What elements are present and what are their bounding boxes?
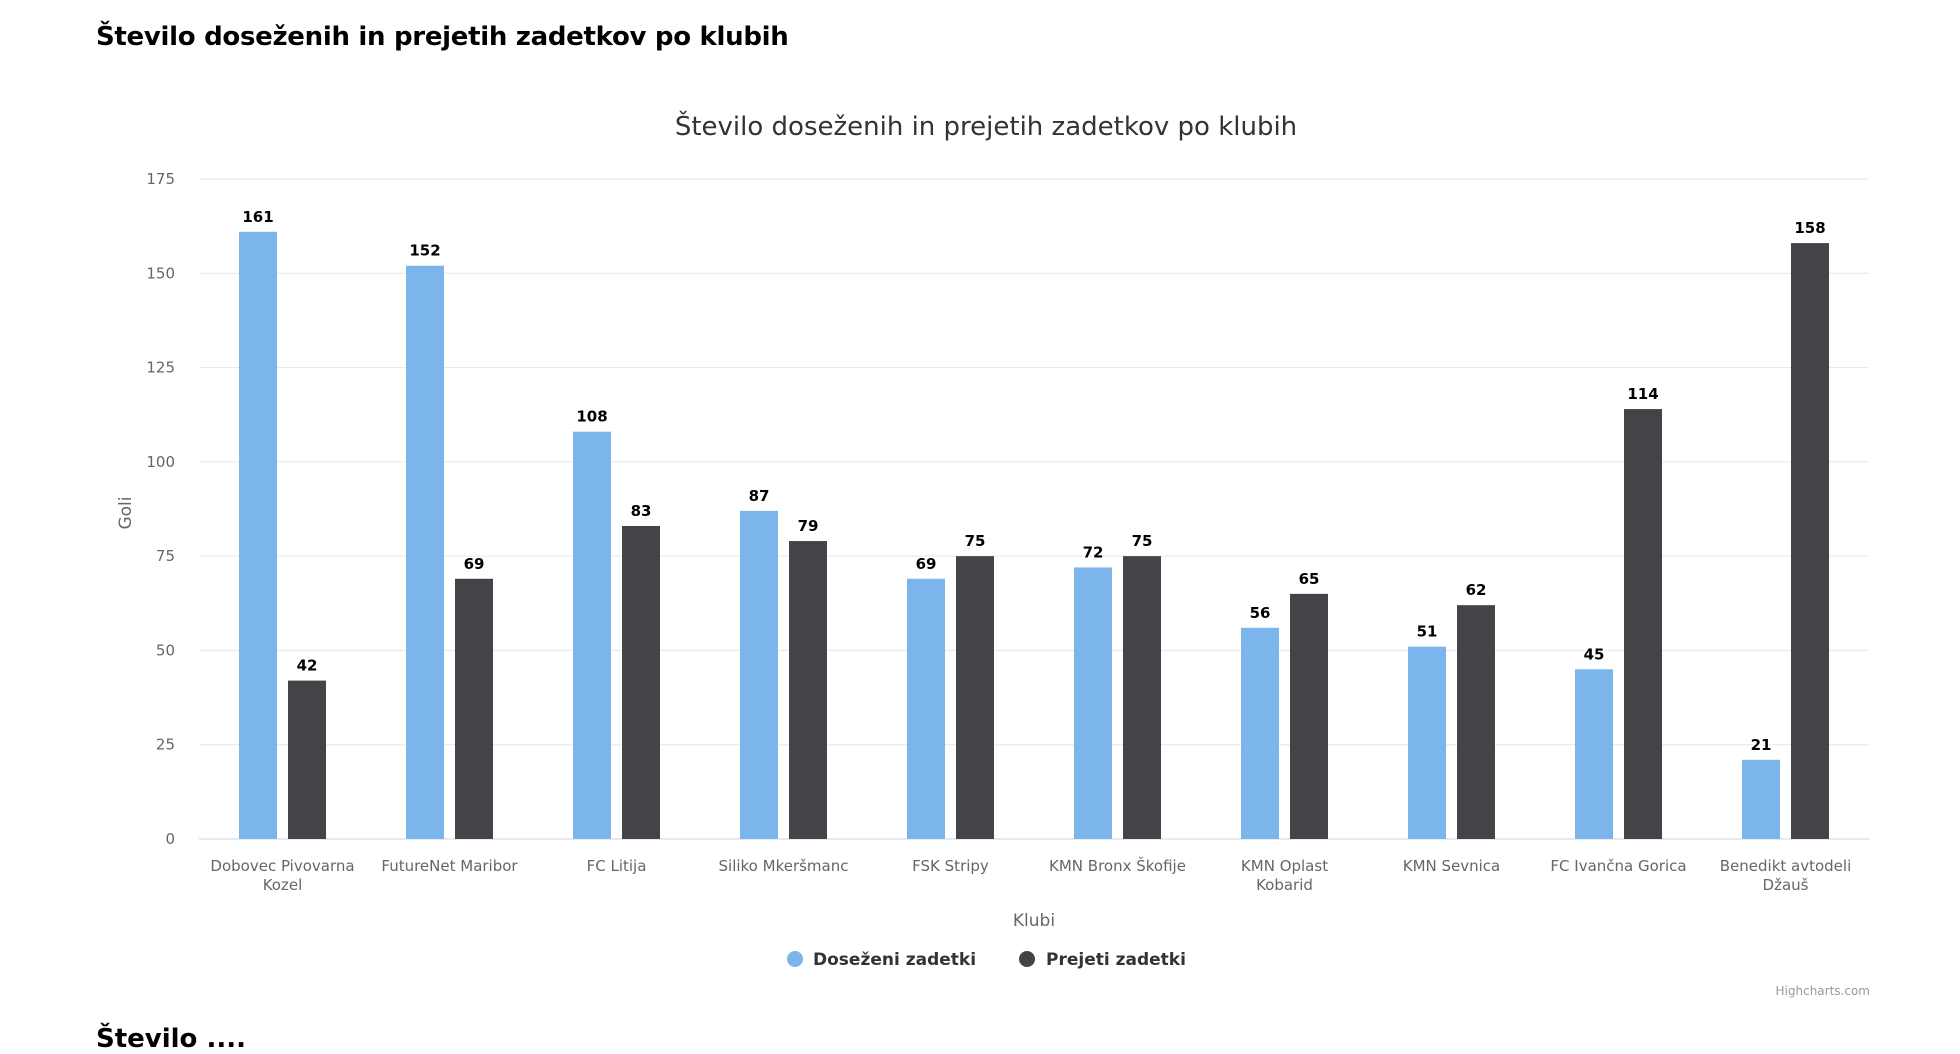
credits-link[interactable]: Highcharts.com <box>1776 984 1870 998</box>
legend-label: Doseženi zadetki <box>813 950 976 970</box>
bar-chart: Število doseženih in prejetih zadetkov p… <box>116 110 1870 998</box>
bar[interactable] <box>573 431 611 839</box>
bar[interactable] <box>1575 669 1613 839</box>
bar[interactable] <box>956 556 994 839</box>
x-tick-label: KMN Bronx Škofije <box>1049 856 1186 875</box>
bar[interactable] <box>1408 646 1446 839</box>
bar[interactable] <box>1123 556 1161 839</box>
bar[interactable] <box>622 525 660 839</box>
legend-item[interactable]: Prejeti zadetki <box>1019 950 1186 970</box>
legend-label: Prejeti zadetki <box>1046 950 1186 970</box>
bar[interactable] <box>1074 567 1112 839</box>
bar[interactable] <box>455 578 493 839</box>
data-label: 42 <box>297 657 318 675</box>
data-label: 56 <box>1250 604 1271 622</box>
y-tick-label: 0 <box>165 830 175 848</box>
x-tick-label: KMN Oplast Kobarid <box>1241 857 1328 894</box>
x-tick-label: FutureNet Maribor <box>381 857 518 875</box>
data-labels: 161 42 152 69 108 83 87 79 69 75 72 75 56 65 51 62 45 114… <box>241 206 1827 755</box>
x-tick-label: FC Litija <box>587 857 647 875</box>
x-tick-label: Siliko Mkeršmanc <box>719 857 849 875</box>
y-tick-label: 75 <box>156 547 175 565</box>
data-label: 83 <box>631 502 652 520</box>
x-axis: Dobovec Pivovarna Kozel FutureNet Maribor F… <box>210 856 1851 894</box>
data-label: 51 <box>1417 623 1438 641</box>
bar[interactable] <box>239 231 277 840</box>
data-label: 62 <box>1466 581 1487 599</box>
bar[interactable] <box>789 541 827 839</box>
y-tick-label: 175 <box>146 170 175 188</box>
y-axis-title: Goli <box>116 496 136 529</box>
bar[interactable] <box>1457 605 1495 839</box>
next-section-heading: Število .... <box>96 1024 246 1054</box>
legend-symbol <box>787 951 803 967</box>
bar[interactable] <box>1624 409 1662 839</box>
x-tick-label: KMN Sevnica <box>1403 857 1501 875</box>
x-tick-label: Dobovec Pivovarna Kozel <box>210 857 354 894</box>
data-label: 114 <box>1627 385 1658 403</box>
y-tick-label: 125 <box>146 359 175 377</box>
bar[interactable] <box>1791 243 1829 840</box>
x-axis-title: Klubi <box>1013 911 1055 931</box>
x-tick-label: FSK Stripy <box>912 857 989 875</box>
bar[interactable] <box>907 578 945 839</box>
bar[interactable] <box>288 680 326 839</box>
bar[interactable] <box>740 510 778 839</box>
y-tick-label: 25 <box>156 736 175 754</box>
data-label: 69 <box>464 555 485 573</box>
data-label: 158 <box>1794 219 1825 237</box>
chart-title: Število doseženih in prejetih zadetkov p… <box>675 110 1297 142</box>
bars[interactable] <box>239 231 1829 840</box>
bar[interactable] <box>406 265 444 839</box>
y-tick-label: 150 <box>146 264 175 282</box>
data-label: 108 <box>576 408 607 426</box>
chart-container: Število doseženih in prejetih zadetkov p… <box>96 95 1896 1005</box>
data-label: 152 <box>409 242 440 260</box>
grid: 0 25 50 75 100 125 150 175 <box>146 170 1869 848</box>
legend[interactable]: Doseženi zadetki Prejeti zadetki <box>787 950 1186 970</box>
page-heading: Število doseženih in prejetih zadetkov p… <box>96 22 789 52</box>
data-label: 69 <box>916 555 937 573</box>
data-label: 75 <box>965 532 986 550</box>
data-label: 75 <box>1132 532 1153 550</box>
data-label: 72 <box>1083 543 1104 561</box>
data-label: 45 <box>1584 645 1605 663</box>
legend-item[interactable]: Doseženi zadetki <box>787 950 976 970</box>
data-label: 161 <box>242 208 273 226</box>
x-tick-label: FC Ivančna Gorica <box>1550 857 1686 875</box>
data-label: 21 <box>1751 736 1772 754</box>
bar[interactable] <box>1290 593 1328 839</box>
bar[interactable] <box>1742 759 1780 839</box>
bar[interactable] <box>1241 627 1279 839</box>
data-label: 65 <box>1299 570 1320 588</box>
y-tick-label: 50 <box>156 641 175 659</box>
data-label: 79 <box>798 517 819 535</box>
legend-symbol <box>1019 951 1035 967</box>
x-tick-label: Benedikt avtodeli Džauš <box>1720 857 1852 894</box>
y-tick-label: 100 <box>146 453 175 471</box>
data-label: 87 <box>749 487 770 505</box>
